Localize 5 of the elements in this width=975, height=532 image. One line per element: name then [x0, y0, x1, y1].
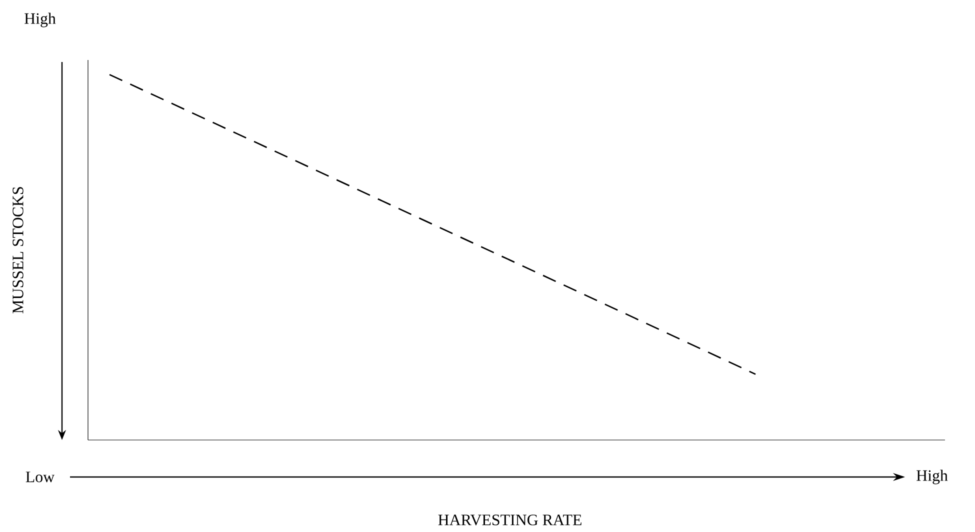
text: Low	[26, 472, 55, 482]
y-axis-title: MUSSEL STOCKS	[12, 187, 24, 314]
text: High	[916, 470, 948, 484]
text: High	[24, 12, 56, 28]
x-axis-title: HARVESTING RATE	[438, 514, 582, 526]
